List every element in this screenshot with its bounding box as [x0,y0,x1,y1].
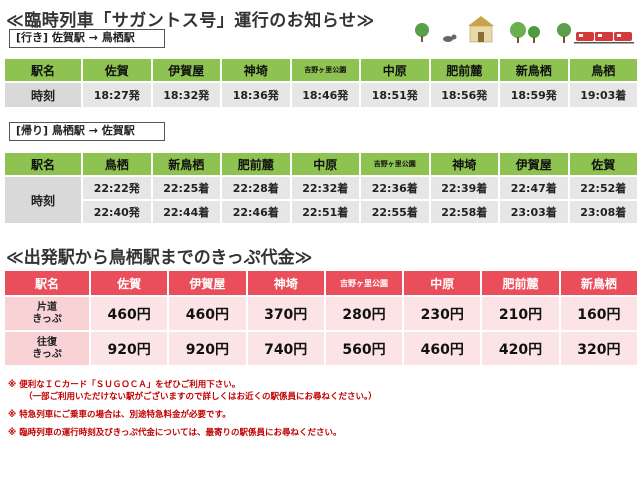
header-cell: 駅名 [5,153,81,175]
inbound-route-label: [帰り] 鳥栖駅 → 佐賀駅 [9,122,165,141]
inbound-time-row: 時刻 22:22発 22:25着 22:28着 22:32着 22:36着 22… [5,177,637,223]
time-cell: 23:03着 [500,201,568,223]
oneway-label: 片道 きっぷ [5,297,89,330]
inbound-header-row: 駅名 鳥栖 新鳥栖 肥前麓 中原 吉野ヶ里公園 神埼 伊賀屋 佐賀 [5,153,637,175]
time-cell: 18:36発 [222,83,290,107]
time-cell: 18:59発 [500,83,568,107]
header-cell: 中原 [291,153,359,175]
time-cell: 19:03着 [569,83,637,107]
header-cell: 吉野ヶ里公園 [325,271,403,295]
fare-cell: 420円 [482,332,559,365]
time-cell: 22:36着 [361,177,429,199]
time-cell: 22:46着 [222,201,290,223]
header-cell: 佐賀 [91,271,168,295]
time-cell: 22:51着 [291,201,359,223]
round-label: 往復 きっぷ [5,332,89,365]
note-item: （一部ご利用いただけない駅がございますので詳しくはお近くの駅係員にお尋ねください… [24,392,377,402]
header-cell: 鳥栖 [83,153,151,175]
fare-cell: 160円 [560,297,637,330]
fare-cell: 460円 [404,332,481,365]
cat-icon [443,34,457,42]
header-cell: 伊賀屋 [152,59,220,81]
train-icon [574,32,634,44]
fare-round-row: 往復 きっぷ 920円 920円 740円 560円 460円 420円 320円 [5,332,637,365]
note-item: ※ 便利なＩＣカード「ＳＵＧＯＣＡ」をぜひご利用下さい。 [8,380,241,390]
inbound-time-row: 22:40発 22:44着 22:46着 22:51着 22:55着 22:58… [5,201,637,223]
decoration-scene [415,16,634,44]
header-cell: 肥前麓 [430,59,498,81]
notes: ※ 便利なＩＣカード「ＳＵＧＯＣＡ」をぜひご利用下さい。 （一部ご利用いただけな… [8,379,633,445]
time-cell: 18:56発 [430,83,498,107]
time-cell: 18:46発 [291,83,359,107]
fare-cell: 740円 [247,332,324,365]
outbound-time-row: 時刻 18:27発 18:32発 18:36発 18:46発 18:51発 18… [5,83,637,107]
fare-cell: 920円 [91,332,168,365]
row-label: 時刻 [5,83,81,107]
fare-oneway-row: 片道 きっぷ 460円 460円 370円 280円 230円 210円 160円 [5,297,637,330]
tree-icon [557,23,571,43]
tree-icon [510,22,540,43]
inbound-timetable: 駅名 鳥栖 新鳥栖 肥前麓 中原 吉野ヶ里公園 神埼 伊賀屋 佐賀 時刻 22:… [3,151,639,225]
header-cell: 肥前麓 [482,271,559,295]
time-cell: 22:28着 [222,177,290,199]
header-cell: 中原 [361,59,429,81]
outbound-header-row: 駅名 佐賀 伊賀屋 神埼 吉野ヶ里公園 中原 肥前麓 新鳥栖 鳥栖 [5,59,637,81]
fare-cell: 370円 [247,297,324,330]
time-cell: 22:22発 [83,177,151,199]
header-cell: 吉野ヶ里公園 [361,153,429,175]
time-cell: 23:08着 [569,201,637,223]
header-cell: 神埼 [430,153,498,175]
header-cell: 駅名 [5,271,89,295]
time-cell: 22:58着 [430,201,498,223]
fare-cell: 320円 [560,332,637,365]
header-cell: 新鳥栖 [560,271,637,295]
time-cell: 22:25着 [152,177,220,199]
header-cell: 伊賀屋 [500,153,568,175]
time-cell: 18:27発 [83,83,151,107]
fare-cell: 230円 [404,297,481,330]
header-cell: 伊賀屋 [169,271,246,295]
time-cell: 18:32発 [152,83,220,107]
note-item: ※ 特急列車にご乗車の場合は、別途特急料金が必要です。 [8,410,231,420]
time-cell: 22:44着 [152,201,220,223]
row-label: 時刻 [5,177,81,223]
header-cell: 佐賀 [569,153,637,175]
outbound-timetable: 駅名 佐賀 伊賀屋 神埼 吉野ヶ里公園 中原 肥前麓 新鳥栖 鳥栖 時刻 18:… [3,57,639,109]
time-cell: 22:52着 [569,177,637,199]
page-title: ≪臨時列車「サガントス号」運行のお知らせ≫ [6,11,375,31]
header-cell: 神埼 [222,59,290,81]
header-cell: 神埼 [247,271,324,295]
time-cell: 18:51発 [361,83,429,107]
time-cell: 22:40発 [83,201,151,223]
fare-cell: 460円 [91,297,168,330]
fare-cell: 210円 [482,297,559,330]
time-cell: 22:55着 [361,201,429,223]
fare-title: ≪出発駅から鳥栖駅までのきっぷ代金≫ [6,248,313,268]
outbound-route-label: [行き] 佐賀駅 → 鳥栖駅 [9,29,165,48]
time-cell: 22:47着 [500,177,568,199]
header-cell: 新鳥栖 [500,59,568,81]
header-cell: 佐賀 [83,59,151,81]
header-cell: 吉野ヶ里公園 [291,59,359,81]
header-cell: 中原 [404,271,481,295]
fare-cell: 460円 [169,297,246,330]
tree-icon [415,23,429,42]
fare-cell: 920円 [169,332,246,365]
header-cell: 新鳥栖 [152,153,220,175]
fare-cell: 280円 [325,297,403,330]
fare-table: 駅名 佐賀 伊賀屋 神埼 吉野ヶ里公園 中原 肥前麓 新鳥栖 片道 きっぷ 460… [3,269,639,367]
castle-icon [468,16,494,43]
note-item: ※ 臨時列車の運行時刻及びきっぷ代金については、最寄りの駅係員にお尋ねください。 [8,428,342,438]
header-cell: 駅名 [5,59,81,81]
header-cell: 鳥栖 [569,59,637,81]
time-cell: 22:39着 [430,177,498,199]
header-cell: 肥前麓 [222,153,290,175]
time-cell: 22:32着 [291,177,359,199]
fare-cell: 560円 [325,332,403,365]
fare-header-row: 駅名 佐賀 伊賀屋 神埼 吉野ヶ里公園 中原 肥前麓 新鳥栖 [5,271,637,295]
